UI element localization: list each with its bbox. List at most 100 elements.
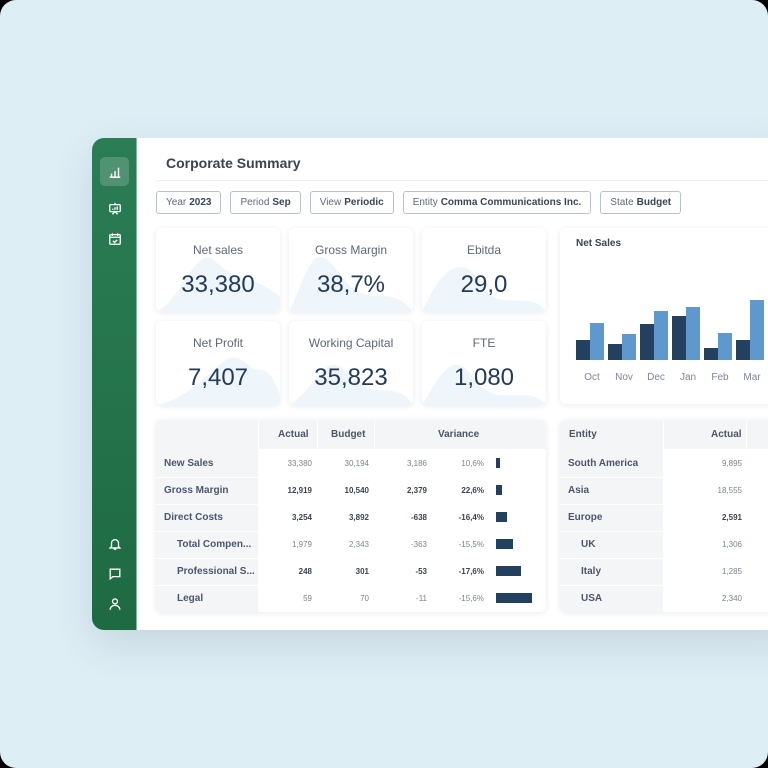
presentation-icon (108, 202, 121, 215)
row-divider (560, 585, 663, 586)
variance-table: Actual Budget Variance New Sales 33,380 … (156, 420, 546, 612)
kpi-card-net-sales[interactable]: Net sales 33,380 (156, 228, 280, 312)
sidebar-item-reports[interactable] (100, 157, 129, 186)
sidebar-item-profile[interactable] (100, 589, 129, 618)
cell-actual: 1,306 (721, 540, 742, 549)
column-header-actual[interactable]: Actual (711, 429, 742, 440)
cell-budget: 70 (360, 594, 369, 603)
kpi-value: 7,407 (187, 364, 249, 391)
page-title: Corporate Summary (166, 155, 301, 171)
cell-variance: -53 (415, 567, 427, 576)
kpi-card-net-profit[interactable]: Net Profit 7,407 (156, 321, 280, 405)
table-row[interactable]: Asia 18,555 (560, 477, 768, 504)
sidebar-item-presentation[interactable] (100, 194, 129, 223)
x-label: Jan (679, 372, 697, 383)
table-row[interactable]: Europe 2,591 (560, 504, 768, 531)
row-divider (560, 558, 663, 559)
row-divider (156, 531, 258, 532)
cell-budget: 2,343 (348, 540, 369, 549)
sparkline-decoration (289, 365, 413, 405)
bar[interactable] (718, 333, 732, 360)
bar[interactable] (672, 316, 686, 360)
sidebar-item-notifications[interactable] (100, 529, 129, 558)
bar[interactable] (576, 340, 590, 360)
x-label: Mar (743, 372, 761, 383)
sidebar (92, 138, 137, 630)
cell-actual: 12,919 (287, 486, 312, 495)
column-divider (663, 420, 664, 449)
sidebar-item-messages[interactable] (100, 559, 129, 588)
row-divider (560, 477, 663, 478)
variance-bar (496, 566, 521, 576)
cell-budget: 30,194 (344, 459, 369, 468)
bar[interactable] (750, 300, 764, 360)
title-divider (156, 180, 768, 181)
table-row[interactable]: Gross Margin 12,919 10,540 2,379 22,6% (156, 477, 546, 504)
filter-entity[interactable]: Entity Comma Communications Inc. (402, 191, 592, 214)
sparkline-decoration (156, 257, 280, 312)
filter-value: 2023 (189, 197, 212, 208)
table-row[interactable]: UK 1,306 (560, 531, 768, 558)
variance-bar (496, 485, 502, 495)
kpi-card-fte[interactable]: FTE 1,080 (422, 321, 546, 405)
filter-period[interactable]: Period Sep (230, 191, 301, 214)
column-header-budget[interactable]: Budget (331, 429, 366, 440)
bar[interactable] (704, 348, 718, 360)
bar[interactable] (590, 323, 604, 360)
column-header-entity[interactable]: Entity (569, 429, 597, 440)
bar[interactable] (686, 307, 700, 360)
row-label: USA (581, 593, 603, 604)
bar-group-mar (736, 300, 764, 360)
cell-actual: 1,979 (291, 540, 312, 549)
bell-icon (108, 538, 121, 550)
filter-value: Budget (636, 197, 672, 208)
filter-label: Entity (412, 197, 438, 208)
cell-variance: 3,186 (406, 459, 427, 468)
cell-variance-pct: -17,6% (458, 567, 484, 576)
table-row[interactable]: Total Compen... 1,979 2,343 -363 -15,5% (156, 531, 546, 558)
cell-actual: 18,555 (717, 486, 742, 495)
bar[interactable] (608, 344, 622, 360)
sparkline-decoration (422, 365, 546, 405)
calendar-check-icon (108, 232, 121, 245)
bar[interactable] (654, 311, 668, 360)
row-label: Total Compen... (177, 539, 252, 550)
table-row[interactable]: Professional S... 248 301 -53 -17,6% (156, 558, 546, 585)
row-divider (156, 558, 258, 559)
bar[interactable] (640, 324, 654, 360)
table-row[interactable]: New Sales 33,380 30,194 3,186 10,6% (156, 450, 546, 477)
kpi-card-working-capital[interactable]: Working Capital 35,823 (289, 321, 413, 405)
bar[interactable] (622, 334, 636, 360)
table-row[interactable]: Direct Costs 3,254 3,892 -638 -16,4% (156, 504, 546, 531)
bar[interactable] (736, 340, 750, 360)
row-label: South America (568, 458, 639, 469)
variance-bar (496, 593, 532, 603)
filter-state[interactable]: State Budget (600, 191, 682, 214)
table-row[interactable]: Legal 59 70 -11 -15,6% (156, 585, 546, 612)
filter-view[interactable]: View Periodic (309, 191, 394, 214)
cell-variance: -638 (410, 513, 427, 522)
cell-actual: 2,591 (721, 513, 742, 522)
cell-variance-pct: 10,6% (461, 459, 484, 468)
row-label: Direct Costs (164, 512, 223, 523)
table-row[interactable]: USA 2,340 (560, 585, 768, 612)
filter-label: Period (240, 197, 270, 208)
kpi-card-gross-margin[interactable]: Gross Margin 38,7% (289, 228, 413, 312)
filter-value: Periodic (344, 197, 384, 208)
bar-group-feb (704, 333, 732, 360)
column-header-variance[interactable]: Variance (438, 429, 480, 440)
sparkline-decoration (422, 267, 546, 312)
column-header-actual[interactable]: Actual (278, 429, 309, 440)
column-divider (258, 420, 259, 449)
sidebar-item-calendar[interactable] (100, 224, 129, 253)
row-divider (156, 585, 258, 586)
table-row[interactable]: South America 9,895 (560, 450, 768, 477)
row-label: New Sales (164, 458, 214, 469)
bar-group-nov (608, 334, 636, 360)
kpi-card-ebitda[interactable]: Ebitda 29,0 (422, 228, 546, 312)
column-divider (746, 420, 747, 449)
table-row[interactable]: Italy 1,285 (560, 558, 768, 585)
cell-actual: 3,254 (291, 513, 312, 522)
filter-year[interactable]: Year 2023 (156, 191, 222, 214)
cell-variance: 2,379 (406, 486, 427, 495)
